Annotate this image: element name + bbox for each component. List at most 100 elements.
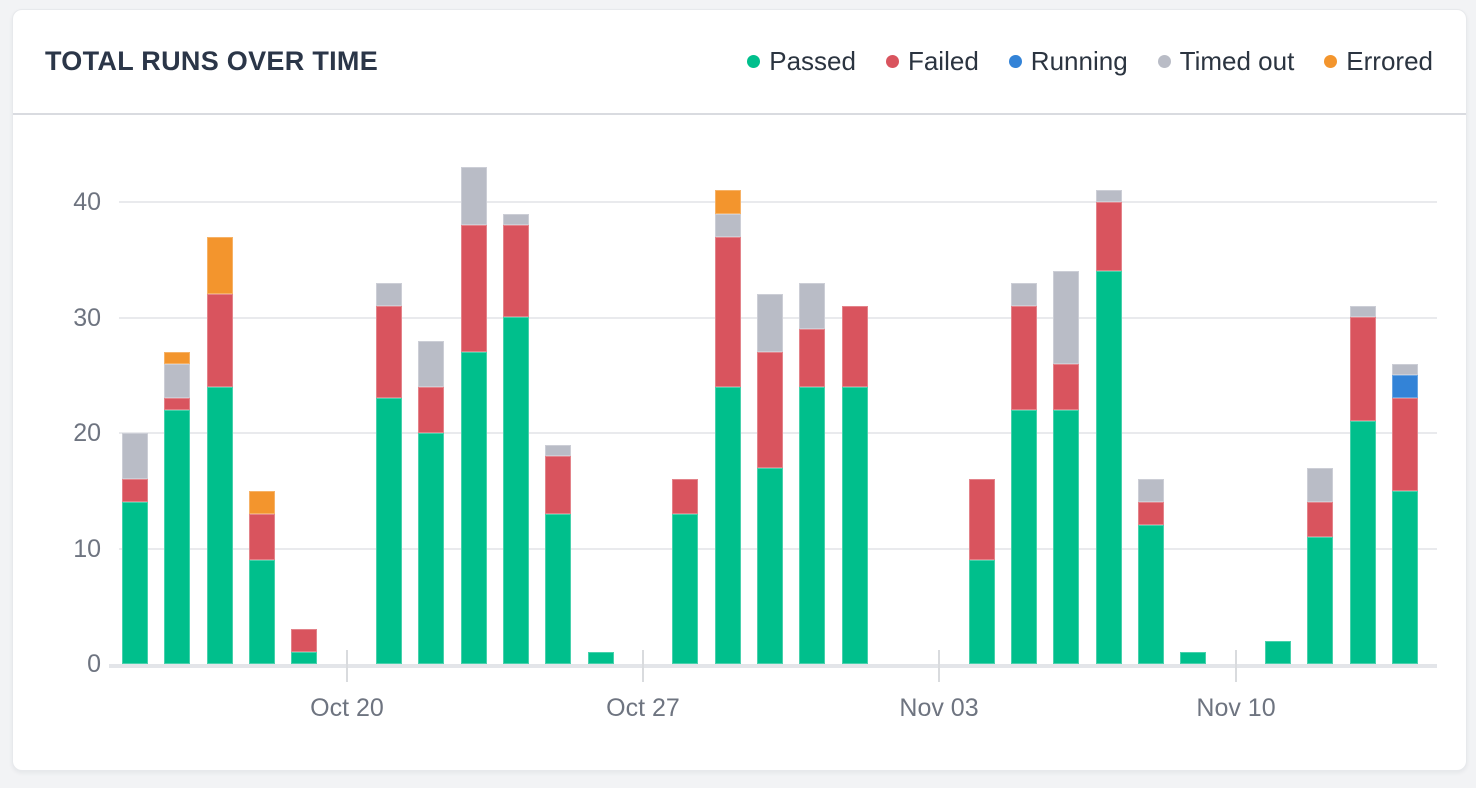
- bar-segment-timed_out[interactable]: [1053, 271, 1079, 364]
- bar-slot-1[interactable]: [164, 352, 190, 664]
- bar-segment-failed[interactable]: [799, 329, 825, 387]
- legend-item-failed[interactable]: Failed: [885, 46, 979, 77]
- bar-segment-failed[interactable]: [1053, 363, 1079, 410]
- bar-segment-passed[interactable]: [672, 513, 698, 664]
- bar-segment-timed_out[interactable]: [715, 213, 741, 237]
- bar-segment-running[interactable]: [1392, 375, 1418, 399]
- bar-slot-23[interactable]: [1096, 190, 1122, 664]
- bar-segment-passed[interactable]: [418, 432, 444, 664]
- bar-segment-passed[interactable]: [588, 652, 614, 664]
- bar-segment-passed[interactable]: [503, 317, 529, 664]
- bar-segment-timed_out[interactable]: [1138, 479, 1164, 503]
- bar-slot-30[interactable]: [1392, 363, 1418, 664]
- bar-segment-passed[interactable]: [757, 467, 783, 664]
- bar-segment-passed[interactable]: [1392, 490, 1418, 664]
- bar-segment-failed[interactable]: [1011, 305, 1037, 410]
- bar-segment-failed[interactable]: [207, 294, 233, 387]
- bar-segment-failed[interactable]: [1350, 317, 1376, 422]
- bar-segment-timed_out[interactable]: [376, 282, 402, 306]
- bar-segment-passed[interactable]: [1180, 652, 1206, 664]
- bar-segment-passed[interactable]: [164, 409, 190, 664]
- bar-segment-failed[interactable]: [757, 352, 783, 468]
- bar-segment-failed[interactable]: [291, 629, 317, 653]
- bar-slot-3[interactable]: [249, 490, 275, 664]
- bar-slot-2[interactable]: [207, 236, 233, 664]
- bar-slot-6[interactable]: [376, 282, 402, 664]
- bar-segment-passed[interactable]: [461, 352, 487, 664]
- bar-segment-timed_out[interactable]: [1307, 467, 1333, 503]
- bar-slot-16[interactable]: [799, 282, 825, 664]
- bar-segment-failed[interactable]: [1307, 502, 1333, 537]
- bar-segment-timed_out[interactable]: [122, 433, 148, 480]
- bar-slot-15[interactable]: [757, 294, 783, 664]
- bar-slot-22[interactable]: [1053, 271, 1079, 664]
- bar-segment-passed[interactable]: [1350, 421, 1376, 664]
- bar-segment-errored[interactable]: [207, 236, 233, 295]
- bar-segment-failed[interactable]: [461, 225, 487, 353]
- bar-segment-timed_out[interactable]: [1350, 305, 1376, 318]
- bar-segment-errored[interactable]: [715, 190, 741, 214]
- bar-slot-7[interactable]: [418, 340, 444, 664]
- bar-slot-14[interactable]: [715, 190, 741, 664]
- bar-segment-timed_out[interactable]: [503, 213, 529, 226]
- bar-slot-24[interactable]: [1138, 479, 1164, 664]
- bar-segment-timed_out[interactable]: [164, 363, 190, 399]
- bar-slot-25[interactable]: [1180, 652, 1206, 664]
- bar-segment-failed[interactable]: [969, 479, 995, 561]
- bar-segment-timed_out[interactable]: [545, 444, 571, 457]
- bar-slot-21[interactable]: [1011, 282, 1037, 664]
- bar-segment-failed[interactable]: [249, 513, 275, 561]
- bar-slot-29[interactable]: [1350, 305, 1376, 664]
- bar-segment-passed[interactable]: [249, 560, 275, 664]
- bar-slot-11[interactable]: [588, 652, 614, 664]
- bar-segment-passed[interactable]: [1053, 409, 1079, 664]
- bar-slot-10[interactable]: [545, 444, 571, 664]
- bar-segment-failed[interactable]: [715, 236, 741, 387]
- bar-segment-failed[interactable]: [418, 386, 444, 433]
- bar-segment-timed_out[interactable]: [461, 167, 487, 226]
- bar-slot-8[interactable]: [461, 167, 487, 664]
- bar-segment-timed_out[interactable]: [1096, 190, 1122, 202]
- bar-slot-9[interactable]: [503, 213, 529, 664]
- bar-segment-passed[interactable]: [969, 560, 995, 664]
- bar-slot-17[interactable]: [842, 305, 868, 664]
- bar-segment-failed[interactable]: [1138, 502, 1164, 526]
- legend-item-errored[interactable]: Errored: [1324, 46, 1433, 77]
- bar-segment-failed[interactable]: [503, 225, 529, 318]
- bar-segment-timed_out[interactable]: [1011, 282, 1037, 306]
- bar-segment-errored[interactable]: [249, 490, 275, 514]
- bar-segment-passed[interactable]: [545, 513, 571, 664]
- bar-slot-4[interactable]: [291, 629, 317, 664]
- bar-segment-failed[interactable]: [1096, 201, 1122, 272]
- legend-item-timed_out[interactable]: Timed out: [1157, 46, 1294, 77]
- bar-segment-passed[interactable]: [376, 398, 402, 664]
- bar-segment-passed[interactable]: [1307, 536, 1333, 664]
- bar-segment-passed[interactable]: [1265, 640, 1291, 664]
- legend-item-passed[interactable]: Passed: [747, 46, 856, 77]
- bar-segment-failed[interactable]: [1392, 398, 1418, 491]
- bar-segment-failed[interactable]: [842, 305, 868, 387]
- bar-segment-timed_out[interactable]: [418, 340, 444, 387]
- bar-slot-27[interactable]: [1265, 640, 1291, 664]
- bar-segment-passed[interactable]: [207, 386, 233, 664]
- bar-slot-0[interactable]: [122, 433, 148, 664]
- bar-segment-passed[interactable]: [1138, 525, 1164, 664]
- legend-item-running[interactable]: Running: [1008, 46, 1128, 77]
- bar-segment-errored[interactable]: [164, 352, 190, 364]
- bar-segment-passed[interactable]: [842, 386, 868, 664]
- bar-slot-13[interactable]: [672, 479, 698, 664]
- bar-segment-failed[interactable]: [164, 398, 190, 410]
- bar-segment-failed[interactable]: [672, 479, 698, 514]
- bar-segment-timed_out[interactable]: [799, 282, 825, 330]
- bar-segment-failed[interactable]: [545, 456, 571, 514]
- bar-slot-28[interactable]: [1307, 467, 1333, 664]
- bar-segment-passed[interactable]: [799, 386, 825, 664]
- bar-segment-failed[interactable]: [376, 305, 402, 399]
- bar-segment-passed[interactable]: [122, 502, 148, 664]
- bar-segment-failed[interactable]: [122, 479, 148, 503]
- bar-segment-timed_out[interactable]: [1392, 363, 1418, 376]
- bar-segment-passed[interactable]: [1096, 271, 1122, 664]
- bar-segment-timed_out[interactable]: [757, 294, 783, 353]
- bar-slot-20[interactable]: [969, 479, 995, 664]
- bar-segment-passed[interactable]: [291, 652, 317, 664]
